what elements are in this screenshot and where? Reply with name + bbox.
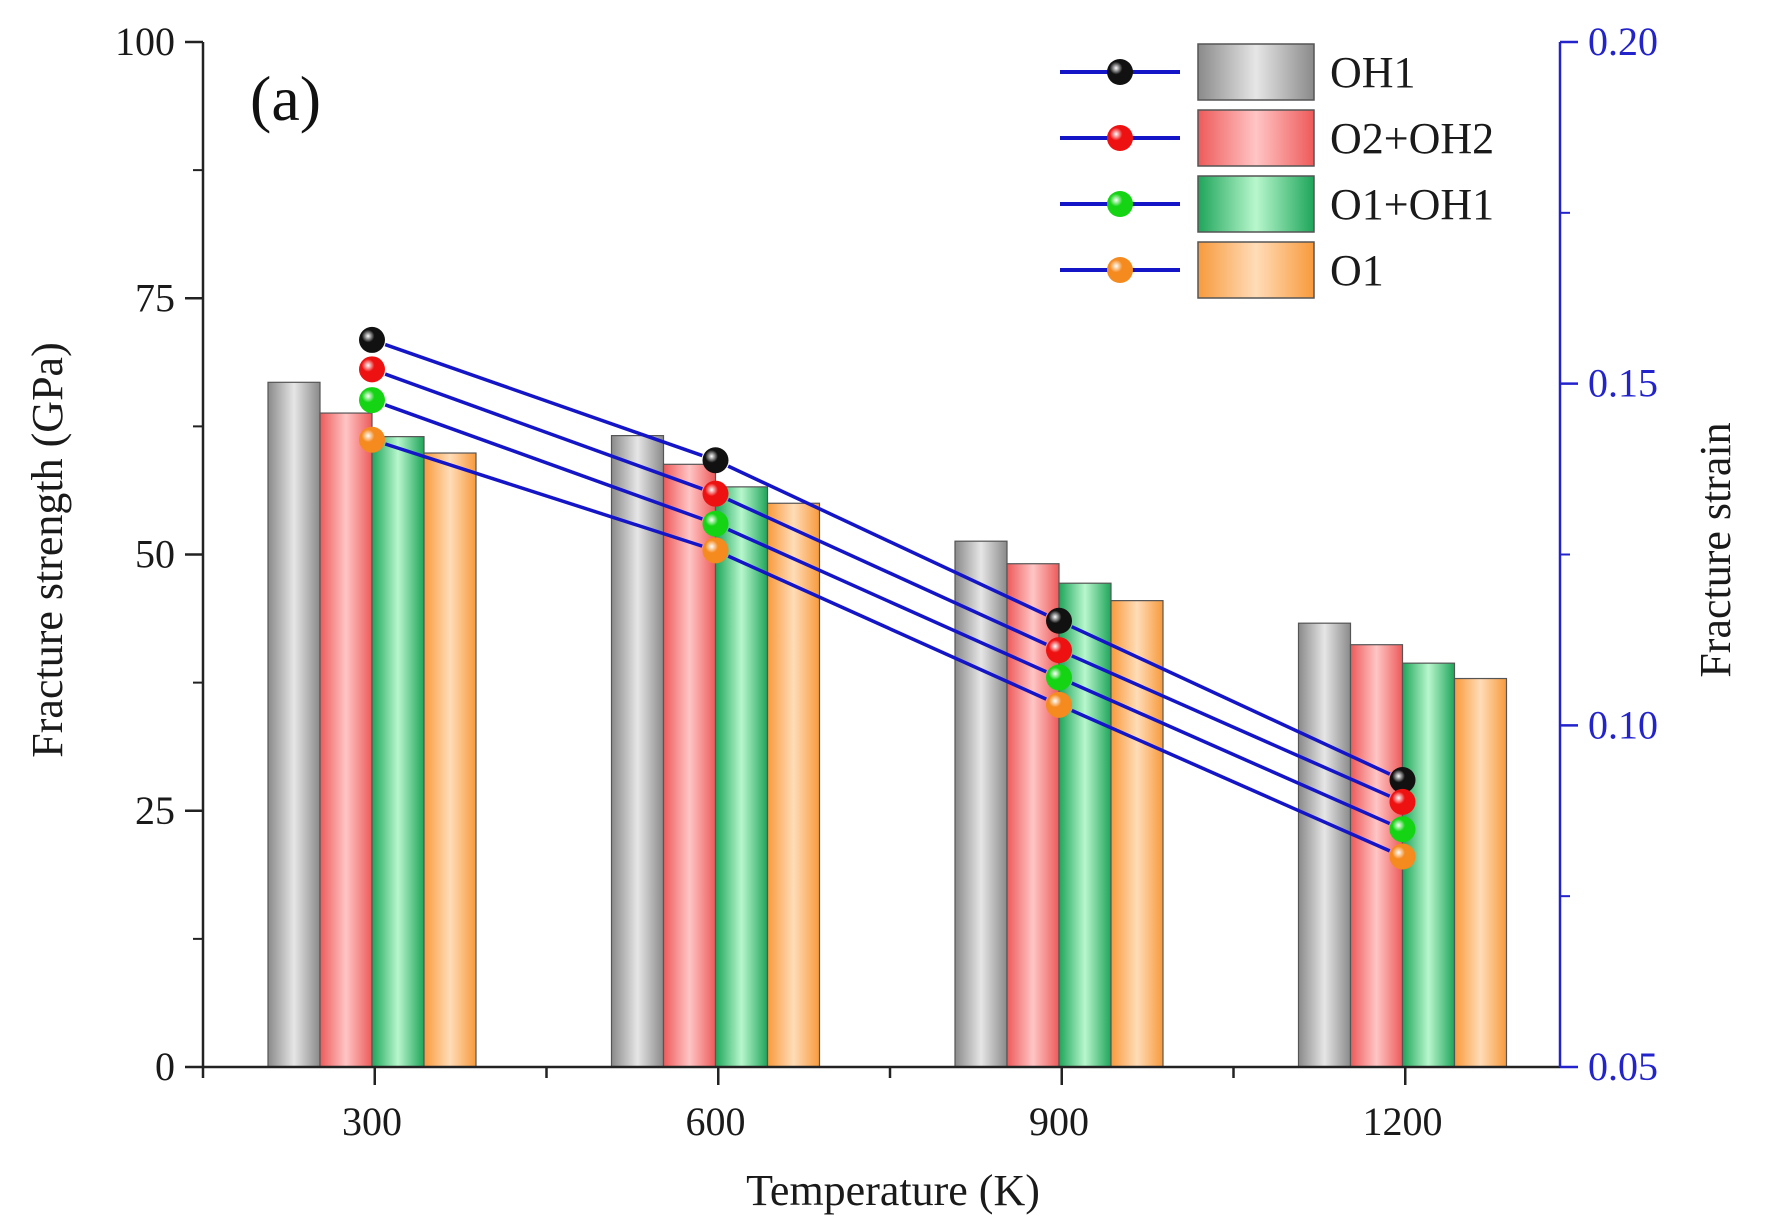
- strain-line-O2+OH2: [1071, 654, 1391, 798]
- panel-label: (a): [250, 63, 321, 134]
- bar-OH1-1200: [1297, 622, 1352, 1068]
- right-tick-label: 0.10: [1588, 702, 1658, 747]
- x-tick-label: 300: [342, 1099, 402, 1144]
- bar-O1+OH1-300: [371, 436, 425, 1068]
- legend-marker-O2+OH2: [1107, 125, 1133, 151]
- strain-marker-O1-600: [702, 537, 729, 564]
- x-axis-title: Temperature (K): [746, 1166, 1040, 1215]
- legend-swatch-O1+OH1: [1197, 175, 1315, 233]
- strain-marker-O1+OH1-900: [1046, 664, 1072, 691]
- left-ticks: 0 25 50 75 100: [115, 19, 203, 1089]
- strain-line-O1: [1071, 708, 1391, 853]
- left-tick-label: 0: [155, 1044, 175, 1089]
- left-tick-label: 100: [115, 19, 175, 64]
- legend-swatch-O1: [1197, 241, 1315, 299]
- bar-OH1-300: [267, 381, 321, 1068]
- left-tick-label: 75: [135, 275, 175, 320]
- strain-marker-O1-900: [1046, 691, 1072, 718]
- bar-OH1-600: [610, 435, 665, 1068]
- strain-marker-OH1-900: [1046, 607, 1072, 634]
- bar-O1+OH1-600: [714, 486, 769, 1068]
- bar-O1-600: [766, 502, 821, 1068]
- strain-line-O1+OH1: [727, 527, 1047, 674]
- strain-line-O1: [384, 442, 703, 548]
- legend-label-OH1: OH1: [1330, 48, 1416, 97]
- legend-marker-O1+OH1: [1107, 191, 1133, 217]
- strain-line-O1: [727, 554, 1047, 701]
- strain-marker-O2+OH2-900: [1046, 637, 1072, 664]
- strain-marker-OH1-600: [702, 447, 729, 474]
- legend-swatch-OH1: [1197, 43, 1315, 101]
- strain-lines-layer: [384, 342, 1391, 853]
- right-tick-label: 0.05: [1588, 1044, 1658, 1089]
- strain-line-O2+OH2: [727, 497, 1047, 646]
- right-y-axis-title: Fracture strain: [1691, 422, 1740, 677]
- strain-markers-layer: [359, 326, 1416, 870]
- legend: OH1 O2+OH2 O1+OH1 O1: [1060, 43, 1494, 299]
- strain-marker-O1+OH1-1200: [1389, 816, 1416, 843]
- strain-line-OH1: [727, 464, 1048, 617]
- legend-label-O2+OH2: O2+OH2: [1330, 114, 1494, 163]
- left-tick-label: 50: [135, 532, 175, 577]
- strain-marker-OH1-300: [359, 326, 385, 353]
- left-tick-label: 25: [135, 788, 175, 833]
- bar-OH1-900: [954, 540, 1008, 1068]
- strain-marker-O1-300: [359, 426, 385, 453]
- x-tick-label: 600: [686, 1099, 746, 1144]
- y-axis-title: Fracture strength (GPa): [23, 342, 72, 757]
- x-ticks: 300 600 900 1200: [201, 1067, 1443, 1144]
- strain-marker-O2+OH2-1200: [1389, 788, 1416, 815]
- bar-O1-300: [423, 452, 477, 1068]
- bar-O2+OH2-300: [319, 412, 373, 1068]
- strain-marker-OH1-1200: [1389, 767, 1416, 793]
- legend-label-O1+OH1: O1+OH1: [1330, 180, 1494, 229]
- legend-marker-O1: [1107, 257, 1133, 283]
- strain-marker-O2+OH2-600: [702, 480, 729, 507]
- strain-line-O1+OH1: [1071, 681, 1391, 826]
- x-tick-label: 1200: [1363, 1099, 1443, 1144]
- bars-layer: [267, 381, 1508, 1068]
- legend-marker-OH1: [1107, 59, 1133, 85]
- bar-O1+OH1-900: [1058, 582, 1112, 1068]
- strain-line-OH1: [1070, 625, 1391, 776]
- legend-swatch-O2+OH2: [1197, 109, 1315, 167]
- legend-label-O1: O1: [1330, 246, 1384, 295]
- strain-line-O2+OH2: [384, 372, 703, 491]
- strain-marker-O1+OH1-300: [359, 387, 385, 414]
- strain-marker-O1-1200: [1389, 843, 1416, 870]
- bar-O1-900: [1110, 600, 1164, 1068]
- strain-marker-O2+OH2-300: [359, 356, 385, 383]
- x-tick-label: 900: [1029, 1099, 1089, 1144]
- bar-O1-1200: [1453, 677, 1508, 1068]
- right-tick-label: 0.20: [1588, 19, 1658, 64]
- strain-line-O1+OH1: [384, 403, 703, 521]
- bar-O2+OH2-600: [662, 463, 717, 1068]
- strain-line-OH1: [384, 342, 703, 458]
- right-ticks: 0.05 0.10 0.15 0.20: [1560, 19, 1658, 1089]
- strain-marker-O1+OH1-600: [702, 510, 729, 537]
- right-tick-label: 0.15: [1588, 361, 1658, 406]
